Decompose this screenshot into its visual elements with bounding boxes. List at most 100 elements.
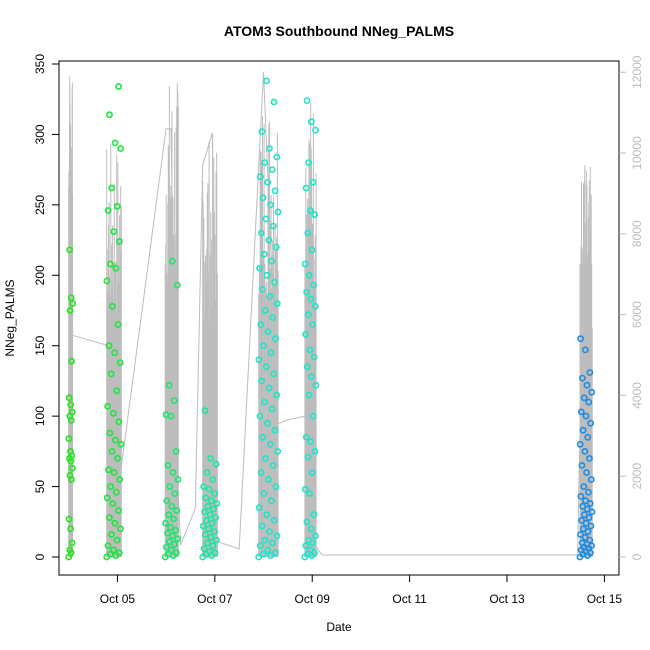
data-point: [170, 397, 178, 404]
data-point: [305, 391, 313, 399]
data-point: [114, 321, 122, 328]
data-point: [258, 285, 266, 293]
data-point: [583, 505, 591, 513]
data-point: [114, 454, 121, 462]
x-tick-label: Oct 11: [392, 592, 427, 606]
data-point: [586, 500, 594, 507]
data-point: [106, 429, 114, 437]
data-point: [303, 288, 311, 296]
data-point: [577, 492, 585, 500]
data-point: [164, 461, 172, 469]
data-point: [108, 531, 115, 538]
data-point: [270, 98, 278, 106]
data-point: [210, 528, 218, 535]
data-point: [172, 526, 180, 534]
data-point: [201, 407, 209, 414]
data-point: [263, 271, 271, 279]
data-point: [164, 529, 171, 537]
data-point: [257, 229, 265, 237]
data-point: [304, 229, 312, 237]
data-point: [256, 412, 264, 420]
data-point: [209, 476, 217, 483]
x-tick-label: Oct 05: [100, 592, 136, 606]
data-point: [304, 311, 312, 319]
data-point: [172, 447, 180, 455]
data-point: [302, 184, 310, 192]
data-point: [65, 435, 73, 443]
data-point: [169, 469, 177, 476]
altitude-polyline: [68, 72, 586, 556]
y-tick-label: 200: [33, 265, 47, 285]
data-point: [581, 447, 589, 455]
data-point: [105, 466, 112, 474]
data-point: [212, 514, 219, 521]
data-point: [588, 388, 596, 396]
data-point: [271, 187, 279, 195]
data-point: [587, 522, 595, 530]
data-point: [212, 460, 220, 468]
altitude-line: [68, 72, 593, 557]
data-point: [585, 398, 593, 406]
data-point: [67, 401, 75, 409]
data-point: [165, 511, 173, 519]
data-point: [171, 540, 178, 548]
data-point: [262, 363, 270, 371]
data-point: [259, 194, 267, 202]
data-point: [108, 447, 116, 455]
y2-tick-label: 8000: [630, 220, 644, 247]
data-point: [207, 533, 215, 541]
data-point: [67, 294, 75, 302]
data-point: [273, 300, 281, 307]
data-point: [68, 357, 75, 365]
data-point: [165, 538, 173, 545]
x-tick-label: Oct 09: [295, 592, 331, 606]
x-axis: Oct 05 Oct 07 Oct 09 Oct 11 Oct 13 Oct 15: [100, 574, 622, 606]
data-point: [106, 550, 114, 558]
data-point: [107, 260, 114, 268]
data-point: [309, 412, 317, 420]
data-point: [264, 546, 272, 554]
x-tick-label: Oct 13: [489, 592, 525, 606]
data-point: [585, 488, 592, 496]
data-point: [104, 402, 112, 410]
data-point: [68, 539, 76, 547]
data-point: [200, 483, 208, 490]
data-point: [266, 292, 274, 300]
data-point: [171, 490, 179, 497]
data-point: [204, 502, 212, 510]
data-point: [301, 485, 309, 493]
data-point: [307, 525, 315, 533]
data-point: [261, 159, 269, 166]
data-point: [312, 532, 319, 540]
data-point: [167, 546, 175, 554]
data-point: [578, 539, 586, 547]
data-point: [267, 552, 275, 559]
data-point: [584, 528, 592, 535]
data-point: [172, 549, 180, 557]
data-point: [106, 514, 113, 521]
data-point: [579, 502, 587, 510]
data-point: [110, 546, 117, 554]
data-point: [68, 408, 76, 416]
y-tick-label: 250: [33, 195, 47, 215]
data-point: [109, 500, 117, 507]
data-point: [579, 374, 586, 382]
y2-tick-label: 0: [630, 553, 644, 560]
data-point: [270, 517, 278, 524]
data-point: [268, 257, 275, 265]
data-point: [306, 490, 313, 497]
data-point: [306, 546, 314, 554]
data-point: [207, 454, 214, 462]
y-tick-label: 50: [33, 480, 47, 494]
y-tick-label: 350: [33, 54, 47, 74]
data-point: [255, 553, 263, 561]
data-point: [116, 238, 123, 245]
data-point: [67, 525, 74, 533]
y-axis-label: NNeg_PALMS: [3, 279, 17, 356]
data-point: [577, 531, 584, 538]
y-tick-label: 0: [33, 553, 47, 560]
data-point: [69, 300, 76, 307]
data-point: [107, 483, 115, 490]
data-point: [199, 522, 207, 530]
